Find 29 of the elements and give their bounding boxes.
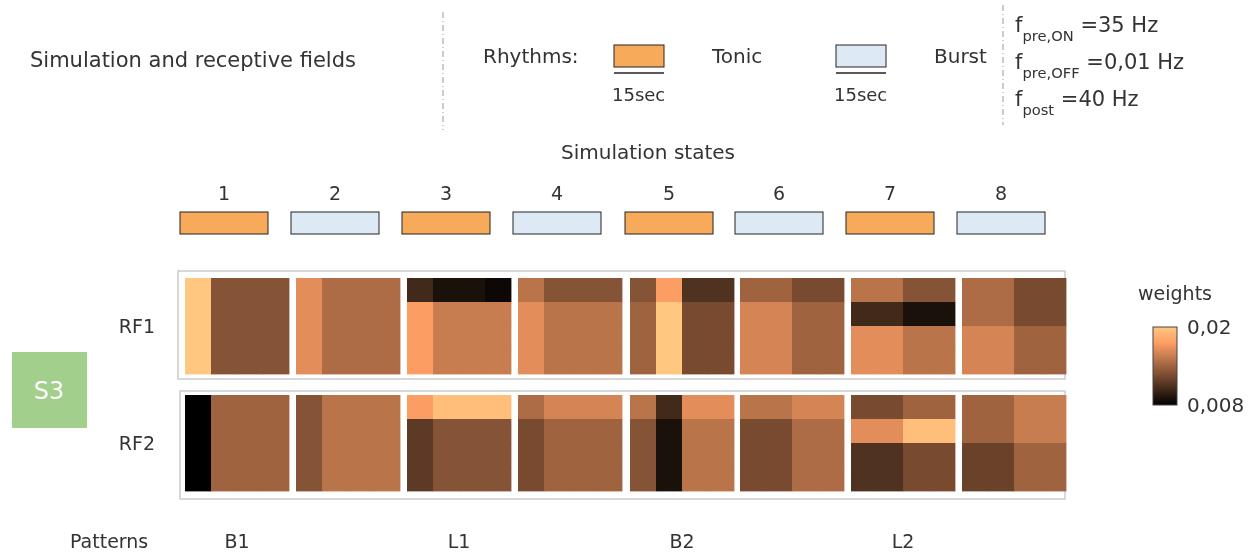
x-tick-label: 3: [439, 182, 453, 204]
text: L1: [447, 530, 471, 552]
x-tick-label: 8: [994, 182, 1008, 204]
color-bar-title: weights: [1138, 282, 1212, 304]
x-tick-label: 1: [217, 182, 231, 204]
text: S3: [33, 377, 65, 405]
text: Patterns: [70, 530, 149, 552]
x-tick-label: 7: [883, 182, 897, 204]
text: f$_{post}$ =40 Hz: [1015, 87, 1139, 118]
text: f$_{pre,ON}$ =35 Hz: [1015, 13, 1159, 44]
text: f$_{pre,OFF}$ =0,01 Hz: [1015, 50, 1185, 81]
text: RF1: [118, 315, 155, 337]
x-tick-label: 6: [772, 182, 786, 204]
text: Rhythms:: [483, 44, 579, 68]
text: Simulation and receptive fields: [30, 48, 356, 72]
text: B1: [224, 530, 250, 552]
text: L2: [891, 530, 915, 552]
text: B2: [669, 530, 695, 552]
x-tick-label: 5: [662, 182, 676, 204]
text: RF2: [118, 432, 155, 454]
text: Simulation states: [561, 140, 735, 164]
x-tick-label: 2: [328, 182, 342, 204]
x-tick-label: 4: [550, 182, 564, 204]
text: 15sec: [612, 84, 666, 105]
category-label: Burst: [934, 44, 988, 68]
color-bar-label: 0,02: [1187, 315, 1232, 339]
text: 15sec: [834, 84, 888, 105]
category-label: Tonic: [711, 44, 763, 68]
color-bar-label: 0,008: [1187, 393, 1245, 417]
